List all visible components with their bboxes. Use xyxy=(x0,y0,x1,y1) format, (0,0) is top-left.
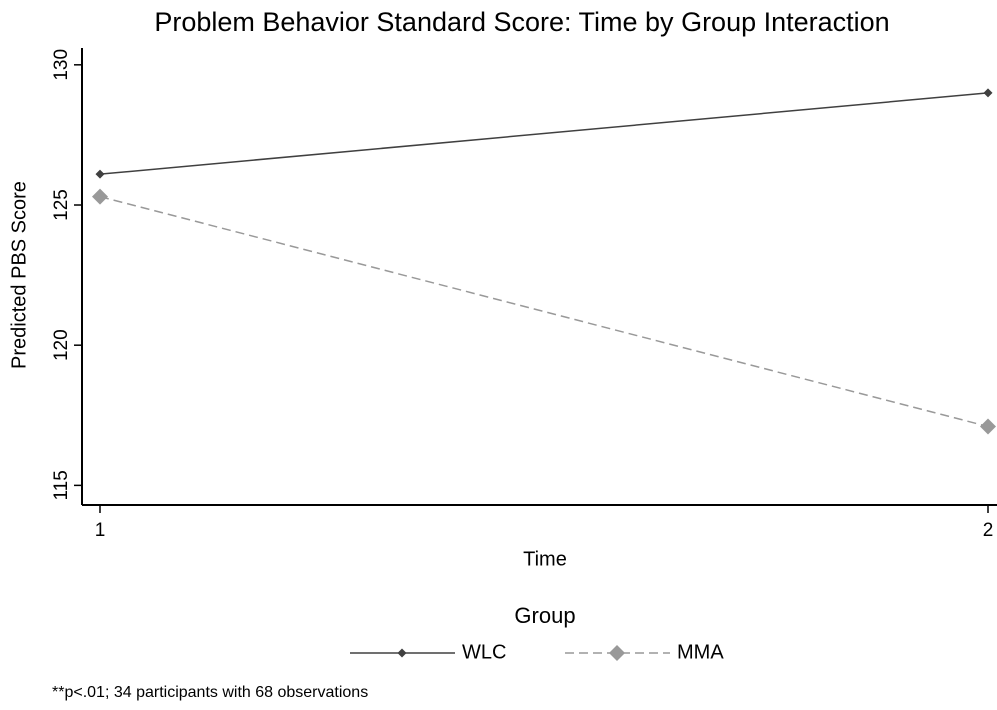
marker xyxy=(980,418,996,435)
marker xyxy=(92,188,108,205)
series-line xyxy=(99,92,989,175)
legend-label: WLC xyxy=(462,641,506,663)
marker xyxy=(95,169,105,179)
y-tick-label: 125 xyxy=(51,189,72,221)
x-axis-title: Time xyxy=(523,548,567,570)
series-line xyxy=(99,195,989,428)
legend-label: MMA xyxy=(677,641,724,663)
x-tick-label: 1 xyxy=(95,520,106,541)
chart-title: Problem Behavior Standard Score: Time by… xyxy=(154,7,889,37)
y-tick-label: 130 xyxy=(51,49,72,81)
note: **p<.01; 34 participants with 68 observa… xyxy=(52,684,368,701)
x-tick-label: 2 xyxy=(983,520,994,541)
y-tick-label: 115 xyxy=(51,470,72,500)
legend-title: Group xyxy=(514,603,575,628)
legend-marker xyxy=(397,648,407,658)
y-axis-title: Predicted PBS Score xyxy=(8,181,30,369)
legend-marker xyxy=(609,645,625,661)
y-tick-label: 120 xyxy=(51,329,72,361)
marker xyxy=(983,88,993,98)
